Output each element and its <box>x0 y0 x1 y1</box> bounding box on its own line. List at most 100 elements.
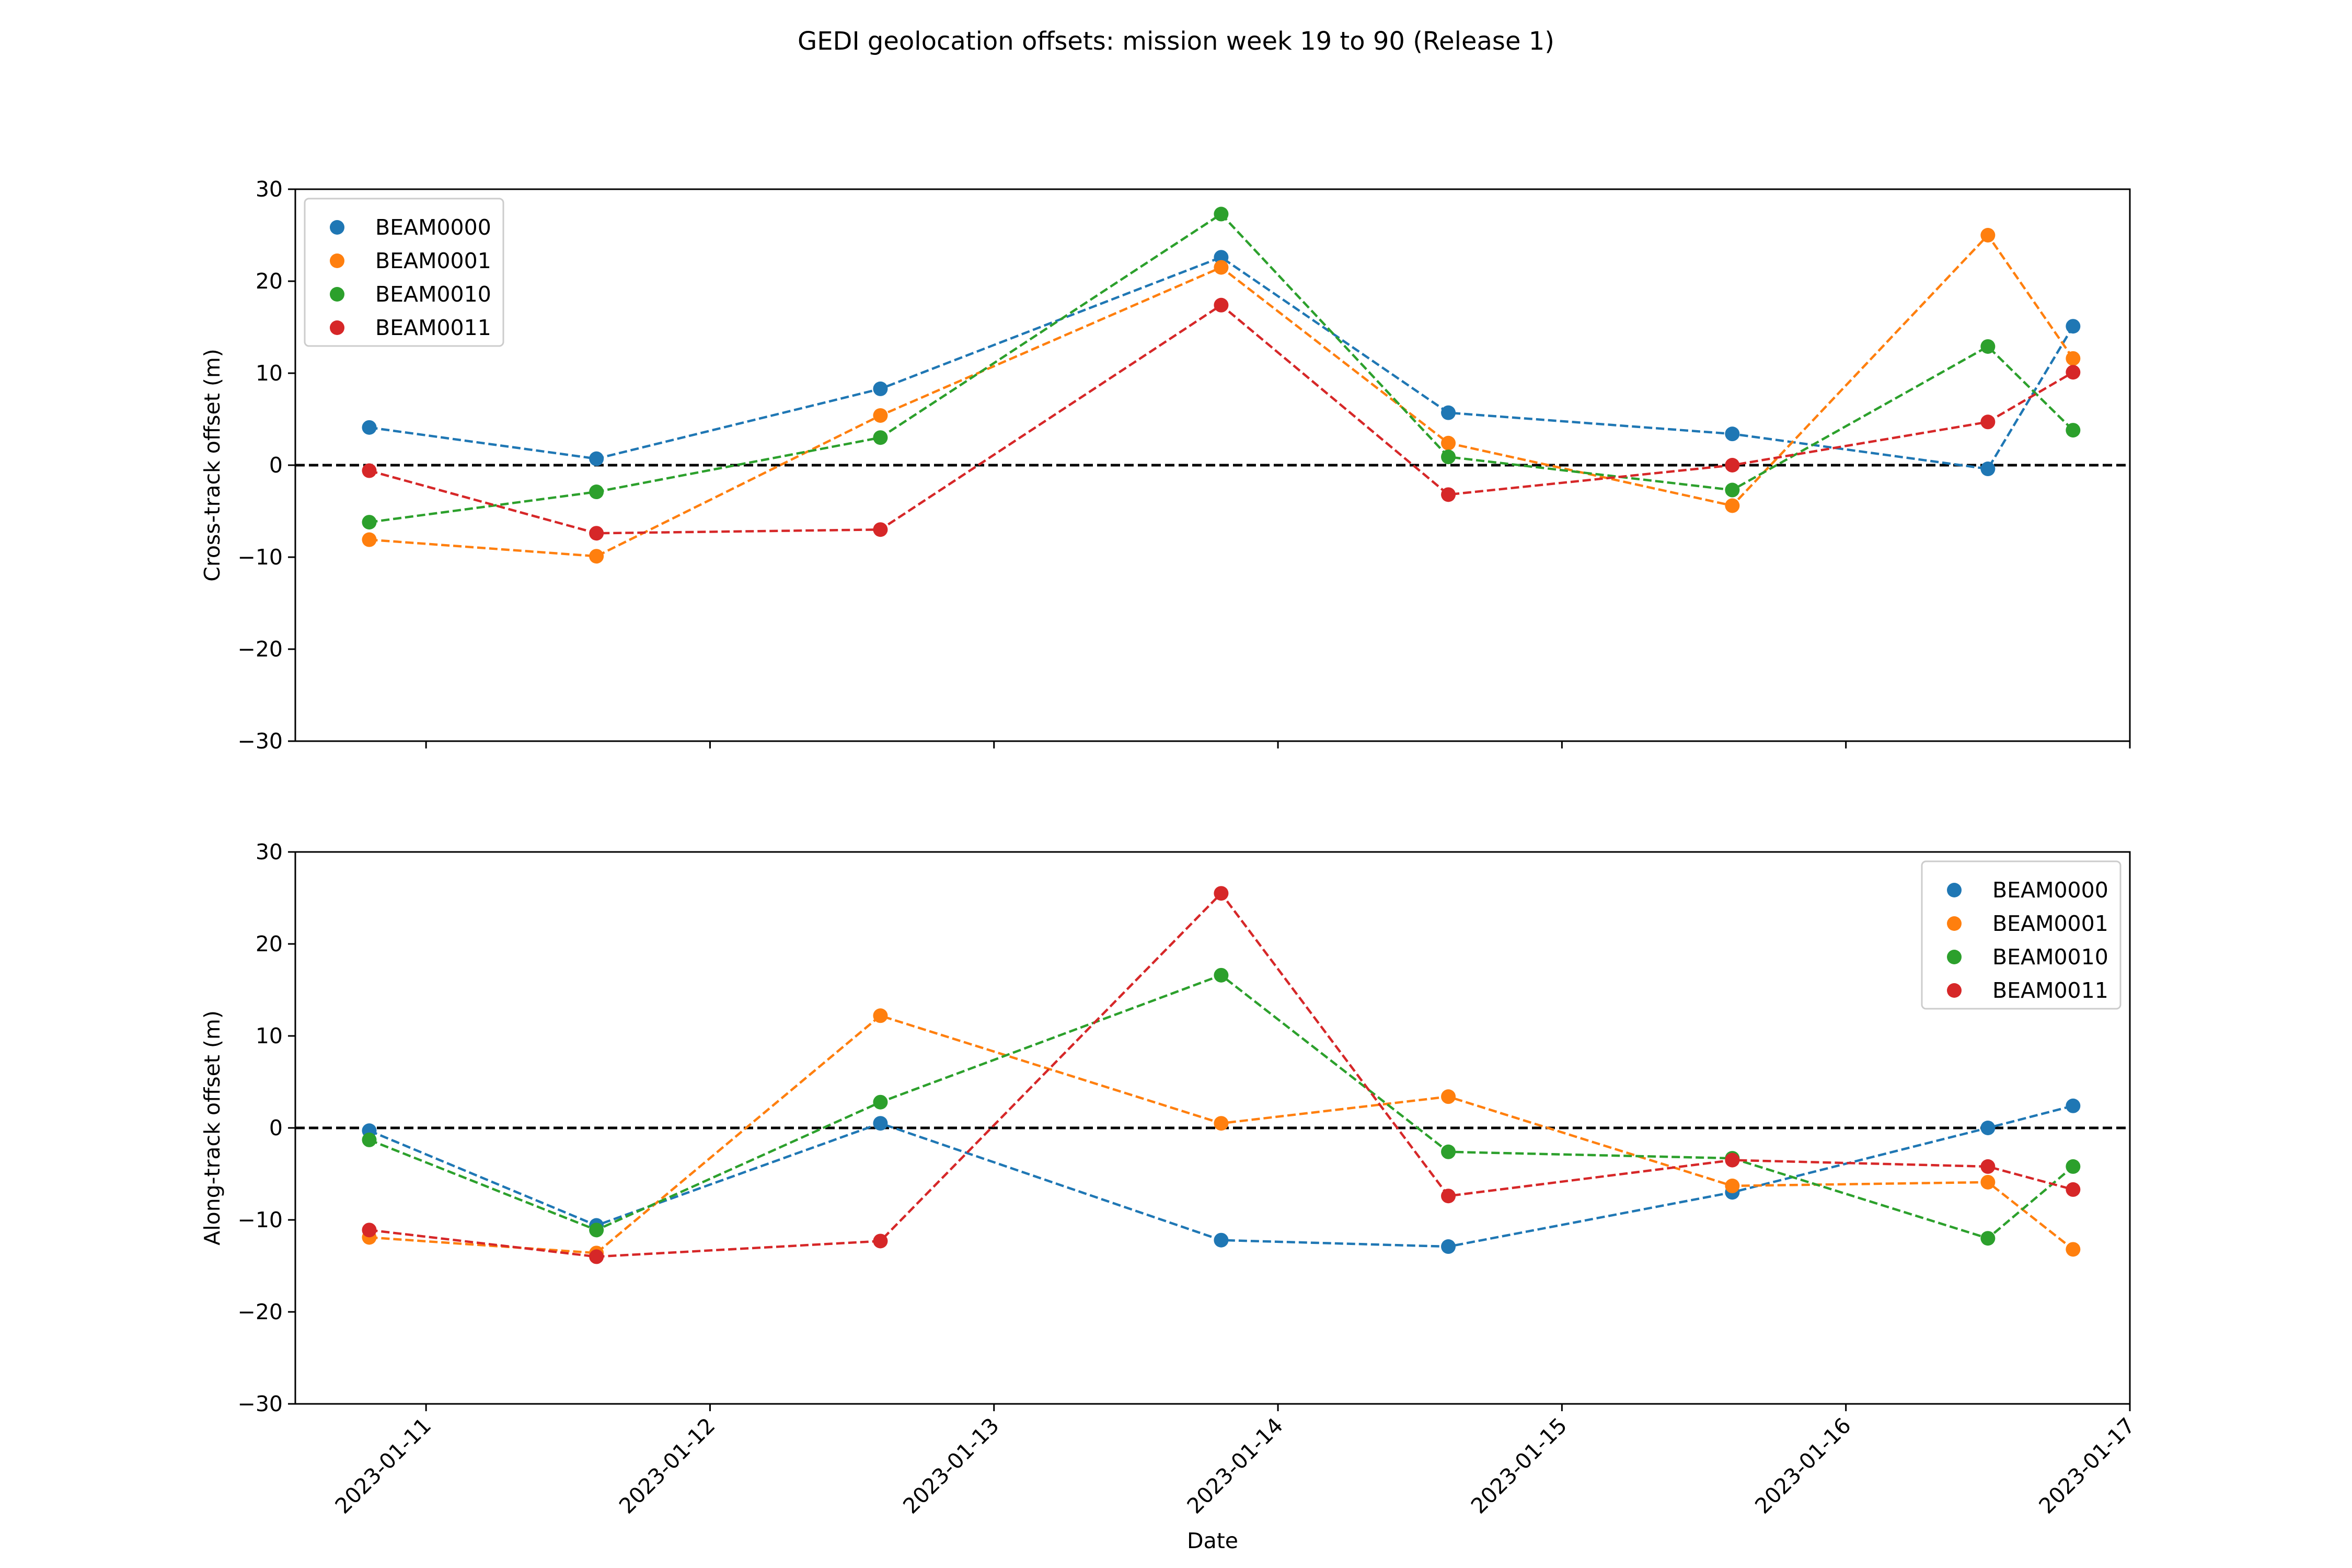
data-point-BEAM0001 <box>1725 1178 1740 1193</box>
data-point-BEAM0010 <box>873 430 888 445</box>
data-point-BEAM0010 <box>1725 482 1740 498</box>
data-point-BEAM0010 <box>1980 1231 1996 1246</box>
data-point-BEAM0010 <box>1441 1144 1456 1159</box>
subplot-1: −30 −20 −10 0 10 20 30 Cross-track offset (m) BE… <box>200 177 2131 754</box>
data-point-BEAM0011 <box>1214 297 1229 313</box>
data-point-BEAM0010 <box>1214 206 1229 222</box>
x-axis-label: Date <box>1187 1528 1238 1553</box>
y-tick-label: −10 <box>237 1207 283 1232</box>
legend-label: BEAM0010 <box>1992 944 2108 970</box>
y-axis-label: Along-track offset (m) <box>200 1010 225 1246</box>
y-tick-label: 30 <box>256 839 283 864</box>
legend-label: BEAM0011 <box>375 315 491 340</box>
legend-marker-BEAM0011 <box>330 320 344 335</box>
data-point-BEAM0001 <box>1980 228 1996 243</box>
legend-marker-BEAM0010 <box>330 287 344 302</box>
data-point-BEAM0011 <box>1725 1152 1740 1168</box>
data-point-BEAM0000 <box>1980 1121 1996 1135</box>
data-point-BEAM0000 <box>362 420 377 435</box>
legend-label: BEAM0000 <box>375 215 491 240</box>
data-point-BEAM0001 <box>2066 351 2081 366</box>
data-point-BEAM0010 <box>362 1132 377 1147</box>
legend: BEAM0000 BEAM0001 BEAM0010 BEAM0011 <box>304 198 504 347</box>
data-point-BEAM0011 <box>1214 886 1229 901</box>
series-line-BEAM0000 <box>369 256 2074 470</box>
data-point-BEAM0010 <box>1980 339 1996 354</box>
data-point-BEAM0000 <box>1980 462 1996 477</box>
data-point-BEAM0000 <box>1214 250 1229 265</box>
data-point-BEAM0011 <box>362 1223 377 1238</box>
data-point-BEAM0010 <box>362 515 377 530</box>
data-point-BEAM0011 <box>362 463 377 478</box>
data-point-BEAM0011 <box>1441 487 1456 502</box>
data-point-BEAM0001 <box>1214 260 1229 275</box>
y-tick-label: 20 <box>256 931 283 956</box>
y-tick-label: −10 <box>237 545 283 570</box>
series-line-BEAM0010 <box>369 212 2074 524</box>
data-point-BEAM0011 <box>1725 458 1740 472</box>
data-point-BEAM0011 <box>1441 1189 1456 1204</box>
legend-label: BEAM0010 <box>375 282 491 307</box>
legend-label: BEAM0001 <box>375 248 491 273</box>
y-tick-label: −20 <box>237 637 283 662</box>
y-tick-label: 30 <box>256 177 283 202</box>
series-line-BEAM0001 <box>369 1014 2074 1254</box>
data-point-BEAM0000 <box>1441 1239 1456 1254</box>
data-point-BEAM0001 <box>589 549 604 564</box>
data-point-BEAM0001 <box>1214 1116 1229 1131</box>
data-point-BEAM0010 <box>873 1094 888 1110</box>
data-point-BEAM0011 <box>1980 414 1996 430</box>
data-point-BEAM0001 <box>2066 1242 2081 1257</box>
data-point-BEAM0001 <box>1441 1089 1456 1104</box>
legend-label: BEAM0011 <box>1992 978 2108 1003</box>
y-tick-label: 0 <box>269 453 283 478</box>
series-line-BEAM0010 <box>368 974 2074 1240</box>
data-point-BEAM0010 <box>1214 967 1229 983</box>
y-tick-label: 10 <box>256 361 283 386</box>
data-point-BEAM0011 <box>873 522 888 537</box>
data-point-BEAM0011 <box>2066 1182 2081 1197</box>
legend-marker-BEAM0000 <box>330 220 344 235</box>
data-point-BEAM0010 <box>2066 423 2081 438</box>
legend-box <box>304 198 504 347</box>
series-line-BEAM0011 <box>368 303 2074 535</box>
data-point-BEAM0001 <box>873 1008 888 1023</box>
y-axis-label: Cross-track offset (m) <box>200 349 225 582</box>
legend-marker-BEAM0001 <box>1947 916 1962 931</box>
y-tick-label: 0 <box>269 1115 283 1140</box>
legend: BEAM0000 BEAM0001 BEAM0010 BEAM0011 <box>1921 860 2122 1010</box>
data-point-BEAM0011 <box>589 1249 604 1264</box>
figure-title: GEDI geolocation offsets: mission week 1… <box>798 27 1554 56</box>
data-point-BEAM0011 <box>1980 1159 1996 1174</box>
legend-marker-BEAM0000 <box>1947 883 1962 897</box>
data-point-BEAM0010 <box>1441 449 1456 465</box>
data-point-BEAM0011 <box>873 1233 888 1249</box>
data-point-BEAM0001 <box>1725 498 1740 513</box>
y-tick-label: −30 <box>237 729 283 754</box>
data-point-BEAM0010 <box>589 1223 604 1238</box>
data-point-BEAM0001 <box>362 532 377 547</box>
data-point-BEAM0001 <box>873 408 888 423</box>
legend-box <box>1921 860 2122 1010</box>
data-point-BEAM0000 <box>2066 319 2081 334</box>
legend-marker-BEAM0011 <box>1947 983 1962 998</box>
legend-label: BEAM0000 <box>1992 878 2108 903</box>
y-tick-label: 10 <box>256 1023 283 1048</box>
legend-label: BEAM0001 <box>1992 911 2108 936</box>
y-tick-label: 20 <box>256 269 283 294</box>
data-point-BEAM0000 <box>873 1116 888 1131</box>
data-point-BEAM0001 <box>1441 435 1456 451</box>
data-point-BEAM0000 <box>2066 1098 2081 1113</box>
y-tick-label: −20 <box>237 1299 283 1324</box>
data-point-BEAM0000 <box>873 381 888 396</box>
data-point-BEAM0000 <box>589 451 604 466</box>
data-point-BEAM0011 <box>589 526 604 541</box>
data-point-BEAM0010 <box>2066 1159 2081 1174</box>
series-line-BEAM0011 <box>369 891 2073 1258</box>
data-point-BEAM0000 <box>1214 1232 1229 1248</box>
data-point-BEAM0000 <box>1725 426 1740 442</box>
data-point-BEAM0010 <box>589 485 604 500</box>
data-point-BEAM0011 <box>2066 365 2081 380</box>
legend-marker-BEAM0010 <box>1947 950 1962 964</box>
